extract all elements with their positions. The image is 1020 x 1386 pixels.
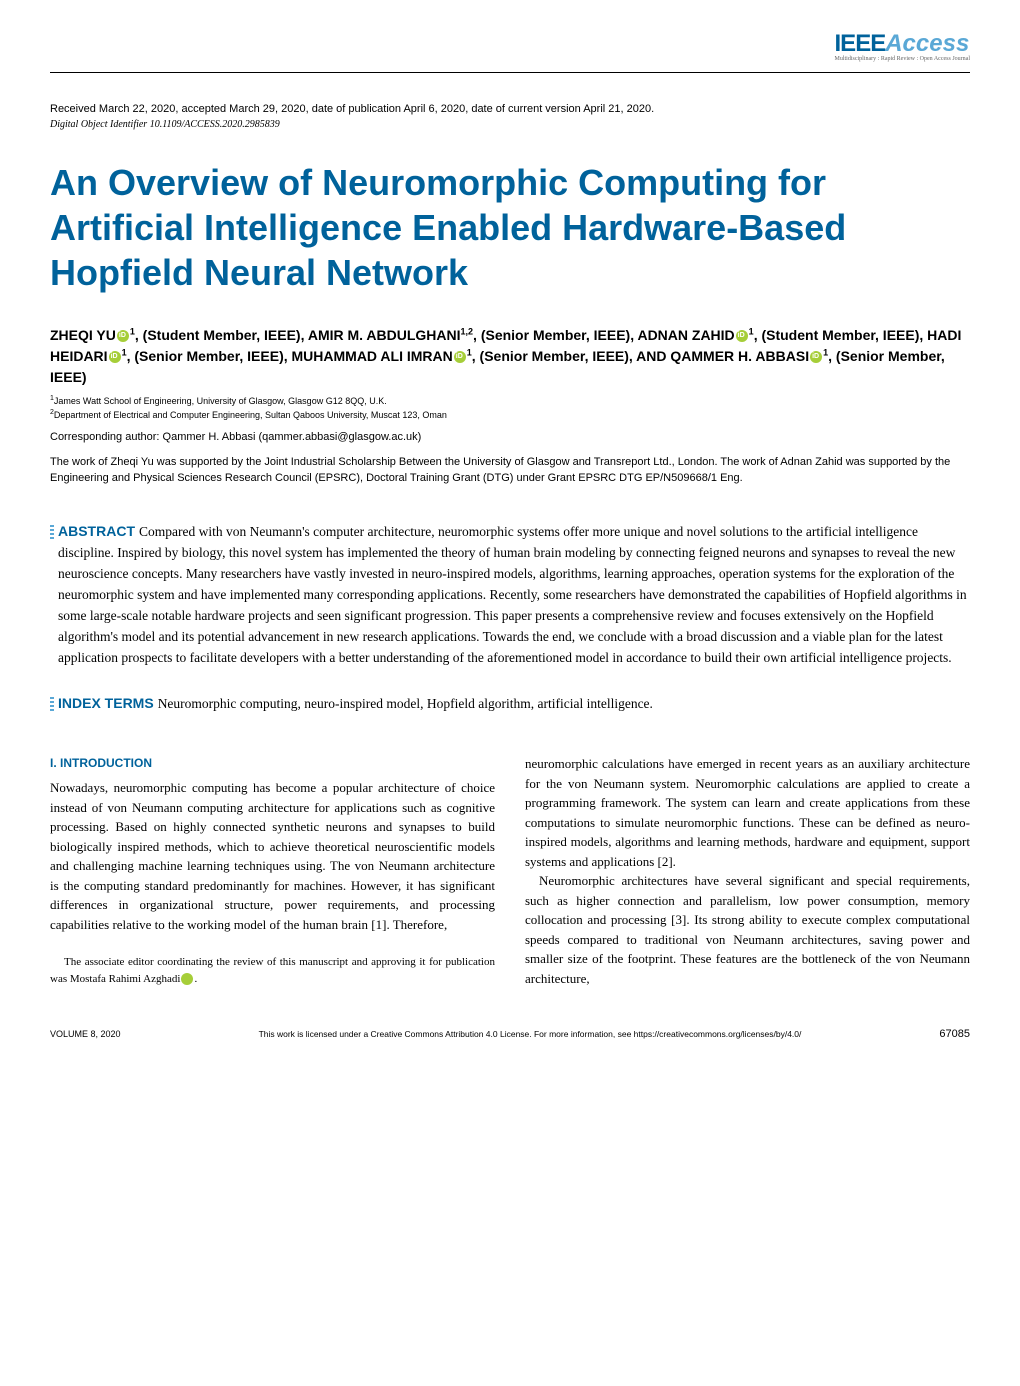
volume-info: VOLUME 8, 2020 (50, 1029, 121, 1039)
author-list: ZHEQI YU1, (Student Member, IEEE), AMIR … (50, 325, 970, 388)
affiliations: 1James Watt School of Engineering, Unive… (50, 394, 970, 421)
corresponding-author: Corresponding author: Qammer H. Abbasi (… (50, 431, 970, 443)
affiliation-2: Department of Electrical and Computer En… (54, 410, 447, 420)
abstract-label: ABSTRACT (58, 523, 135, 539)
doi: Digital Object Identifier 10.1109/ACCESS… (50, 119, 970, 130)
license-text: This work is licensed under a Creative C… (121, 1029, 940, 1039)
index-marker (50, 697, 54, 711)
affiliation-1: James Watt School of Engineering, Univer… (54, 396, 387, 406)
body-paragraph: neuromorphic calculations have emerged i… (525, 754, 970, 871)
section-heading-introduction: I. INTRODUCTION (50, 754, 495, 772)
abstract-text: Compared with von Neumann's computer arc… (58, 524, 967, 665)
ieee-access-logo: IEEE Access Multidisciplinary : Rapid Re… (835, 30, 970, 62)
column-left: I. INTRODUCTION Nowadays, neuromorphic c… (50, 754, 495, 988)
associate-editor-note: The associate editor coordinating the re… (50, 954, 495, 987)
paper-title: An Overview of Neuromorphic Computing fo… (50, 160, 970, 295)
abstract-marker (50, 525, 54, 539)
body-paragraph: Nowadays, neuromorphic computing has bec… (50, 778, 495, 934)
index-terms-text: Neuromorphic computing, neuro-inspired m… (158, 696, 653, 711)
header: IEEE Access Multidisciplinary : Rapid Re… (50, 30, 970, 62)
logo-ieee-text: IEEE (835, 30, 886, 58)
logo-access-text: Access (885, 30, 969, 58)
body-columns: I. INTRODUCTION Nowadays, neuromorphic c… (50, 754, 970, 988)
column-right: neuromorphic calculations have emerged i… (525, 754, 970, 988)
logo-tagline: Multidisciplinary : Rapid Review : Open … (835, 56, 970, 62)
header-divider (50, 72, 970, 73)
funding-statement: The work of Zheqi Yu was supported by th… (50, 455, 970, 487)
abstract-section: ABSTRACT Compared with von Neumann's com… (50, 522, 970, 668)
body-paragraph: Neuromorphic architectures have several … (525, 871, 970, 988)
orcid-icon (181, 973, 193, 985)
index-terms-label: INDEX TERMS (58, 695, 154, 711)
index-terms-section: INDEX TERMS Neuromorphic computing, neur… (50, 694, 970, 715)
received-dates: Received March 22, 2020, accepted March … (50, 103, 970, 115)
page-footer: VOLUME 8, 2020 This work is licensed und… (50, 1028, 970, 1040)
page-number: 67085 (939, 1028, 970, 1040)
